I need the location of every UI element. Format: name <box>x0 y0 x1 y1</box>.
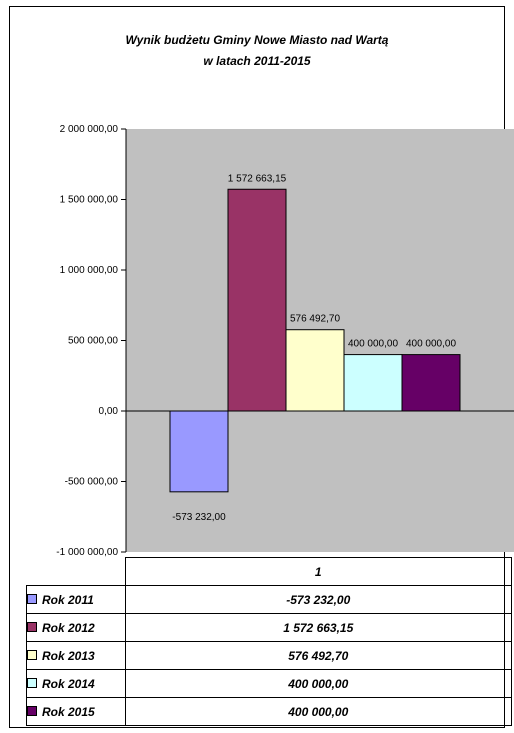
bar <box>169 410 229 493</box>
legend-entry: Rok 2014 <box>26 669 126 698</box>
bar <box>401 354 461 412</box>
legend-label: Rok 2013 <box>42 648 95 663</box>
data-label: 400 000,00 <box>406 339 456 350</box>
bar <box>343 354 403 412</box>
legend-entry: Rok 2012 <box>26 613 126 642</box>
table-value: -573 232,00 <box>124 585 512 614</box>
data-label: 400 000,00 <box>348 339 398 350</box>
table-value: 1 572 663,15 <box>124 613 512 642</box>
table-header-row: 1 <box>26 557 512 586</box>
data-label: 576 492,70 <box>290 314 340 325</box>
table-row: Rok 2011 -573 232,00 <box>26 585 512 614</box>
table-row: Rok 2013 576 492,70 <box>26 641 512 670</box>
table-value: 400 000,00 <box>124 669 512 698</box>
y-tick-label: 1 500 000,00 <box>60 195 119 206</box>
y-tick-label: -1 000 000,00 <box>56 547 118 558</box>
y-tick-label: 1 000 000,00 <box>60 265 119 276</box>
legend-swatch <box>27 677 37 688</box>
legend-label: Rok 2015 <box>42 704 95 719</box>
table-value: 576 492,70 <box>124 641 512 670</box>
table-corner <box>26 557 126 586</box>
data-label: -573 232,00 <box>172 512 226 523</box>
bar <box>227 188 287 412</box>
y-tick-label: -500 000,00 <box>65 477 119 488</box>
legend-swatch <box>27 621 37 632</box>
table-value: 400 000,00 <box>124 697 512 726</box>
table-row: Rok 2012 1 572 663,15 <box>26 613 512 642</box>
y-tick-label: 0,00 <box>99 406 119 417</box>
legend-swatch <box>27 705 37 716</box>
legend-label: Rok 2014 <box>42 676 95 691</box>
bar <box>285 329 345 412</box>
chart-title: Wynik budżetu Gminy Nowe Miasto nad Wart… <box>125 33 389 47</box>
data-table: 1 Rok 2011 -573 232,00 Rok 2012 1 572 663,15… <box>26 557 512 726</box>
table-row: Rok 2015 400 000,00 <box>26 697 512 726</box>
data-label: 1 572 663,15 <box>228 173 287 184</box>
legend-swatch <box>27 593 37 604</box>
table-row: Rok 2014 400 000,00 <box>26 669 512 698</box>
legend-entry: Rok 2011 <box>26 585 126 614</box>
legend-entry: Rok 2015 <box>26 697 126 726</box>
chart-subtitle: w latach 2011-2015 <box>203 54 311 68</box>
legend-label: Rok 2012 <box>42 620 95 635</box>
legend-swatch <box>27 649 37 660</box>
y-tick-label: 2 000 000,00 <box>60 124 119 135</box>
category-label: 1 <box>124 557 512 586</box>
legend-entry: Rok 2013 <box>26 641 126 670</box>
legend-label: Rok 2011 <box>42 592 94 607</box>
y-tick-label: 500 000,00 <box>68 336 118 347</box>
